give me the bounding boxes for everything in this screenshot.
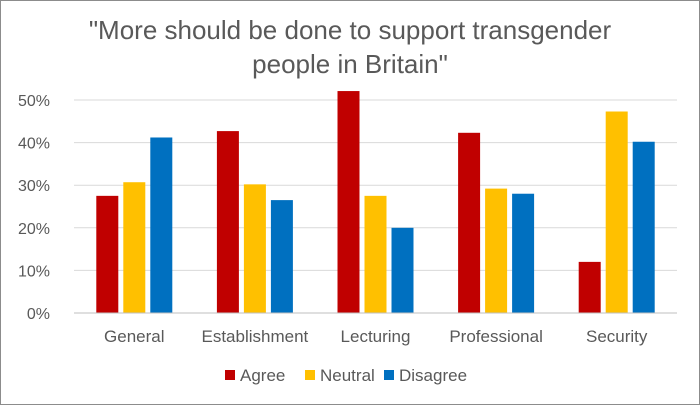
x-category-label: Establishment [202,327,309,346]
bar-agree-general [96,195,119,313]
bar-neutral-general [123,182,146,313]
x-category-label: Security [586,327,648,346]
bar-disagree-security [632,141,655,313]
bar-neutral-lecturing [364,195,387,313]
legend-swatch-disagree [384,370,394,380]
y-axis-tick-labels: 0% 10% 20% 30% 40% 50% [18,93,50,323]
y-tick-label: 10% [18,263,50,280]
legend-label-agree: Agree [240,366,285,385]
chart-title-line-2: people in Britain" [252,49,448,79]
y-tick-label: 50% [18,93,50,110]
chart-title-line-1: "More should be done to support transgen… [89,15,612,45]
bar-agree-establishment [216,131,239,313]
bar-disagree-lecturing [391,227,414,313]
bars [96,91,655,313]
bar-agree-lecturing [337,91,360,313]
bar-neutral-security [605,111,628,313]
bar-neutral-establishment [243,184,266,313]
x-axis-category-labels: General Establishment Lecturing Professiona… [104,327,648,346]
bar-disagree-professional [512,193,535,313]
legend: Agree Neutral Disagree [225,366,467,385]
legend-swatch-agree [225,370,235,380]
x-category-label: Lecturing [341,327,411,346]
bar-disagree-establishment [270,200,293,313]
chart-title: "More should be done to support transgen… [89,15,612,79]
legend-label-neutral: Neutral [320,366,375,385]
bar-agree-professional [458,132,481,313]
bar-disagree-general [150,137,173,313]
y-tick-label: 0% [27,306,50,323]
y-tick-label: 40% [18,136,50,153]
legend-label-disagree: Disagree [399,366,467,385]
y-tick-label: 30% [18,178,50,195]
x-category-label: General [104,327,164,346]
legend-swatch-neutral [305,370,315,380]
y-tick-label: 20% [18,221,50,238]
bar-neutral-professional [485,188,508,313]
gridlines [74,99,677,271]
x-category-label: Professional [449,327,543,346]
bar-agree-security [578,261,601,313]
